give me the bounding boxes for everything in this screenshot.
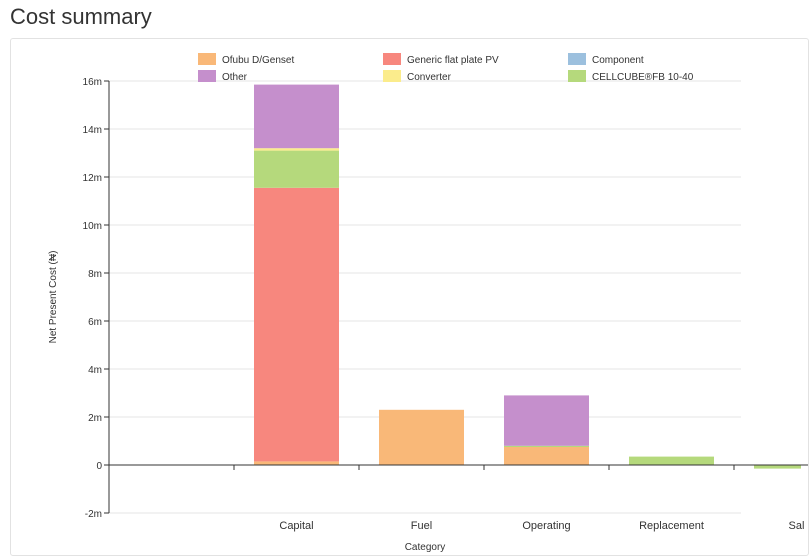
y-tick-label: 8m bbox=[88, 269, 102, 280]
bar-segment bbox=[504, 395, 589, 446]
cost-chart: -2m 0 2m 4m 6m 8m 10m 12m 14m 16m Capital Fuel Opera… bbox=[48, 53, 808, 553]
legend-label: Ofubu D/Genset bbox=[222, 55, 294, 66]
x-tick-label: Replacement bbox=[639, 520, 704, 532]
bar-segment bbox=[379, 409, 464, 465]
legend-swatch bbox=[198, 70, 216, 82]
y-tick-label: 14m bbox=[83, 125, 102, 136]
legend-swatch bbox=[383, 70, 401, 82]
bar-segment bbox=[254, 150, 339, 188]
legend-swatch bbox=[383, 53, 401, 65]
y-tick-label: -2m bbox=[85, 509, 102, 520]
page-title: Cost summary bbox=[10, 4, 152, 29]
x-tick-label: Sal bbox=[789, 520, 805, 532]
y-tick-label: 10m bbox=[83, 221, 102, 232]
x-tick-label: Operating bbox=[522, 520, 570, 532]
x-axis-label: Category bbox=[405, 542, 446, 553]
legend-label: Other bbox=[222, 72, 248, 83]
y-tick-label: 16m bbox=[83, 77, 102, 88]
bar-segment bbox=[254, 187, 339, 462]
bar-segment bbox=[504, 445, 589, 447]
legend-swatch bbox=[198, 53, 216, 65]
y-axis-label: Net Present Cost (₦) bbox=[48, 251, 59, 344]
bar-segment bbox=[254, 461, 339, 465]
bar-segment bbox=[754, 465, 801, 469]
bar-segment bbox=[504, 447, 589, 465]
legend-swatch bbox=[568, 70, 586, 82]
y-tick-label: 0 bbox=[96, 461, 102, 472]
x-tick-label: Capital bbox=[279, 520, 313, 532]
bar-segment bbox=[254, 148, 339, 151]
legend-label: Generic flat plate PV bbox=[407, 55, 499, 66]
x-tick-label: Fuel bbox=[411, 520, 432, 532]
legend-label: Converter bbox=[407, 72, 452, 83]
bar-segment bbox=[254, 84, 339, 149]
y-tick-label: 4m bbox=[88, 365, 102, 376]
chart-panel: -2m 0 2m 4m 6m 8m 10m 12m 14m 16m Capital Fuel Opera… bbox=[10, 38, 809, 556]
y-tick-label: 6m bbox=[88, 317, 102, 328]
bar-segment bbox=[629, 456, 714, 465]
legend-label: Component bbox=[592, 55, 644, 66]
legend-label: CELLCUBE®FB 10-40 bbox=[592, 72, 694, 83]
y-tick-label: 12m bbox=[83, 173, 102, 184]
y-tick-label: 2m bbox=[88, 413, 102, 424]
legend-swatch bbox=[568, 53, 586, 65]
